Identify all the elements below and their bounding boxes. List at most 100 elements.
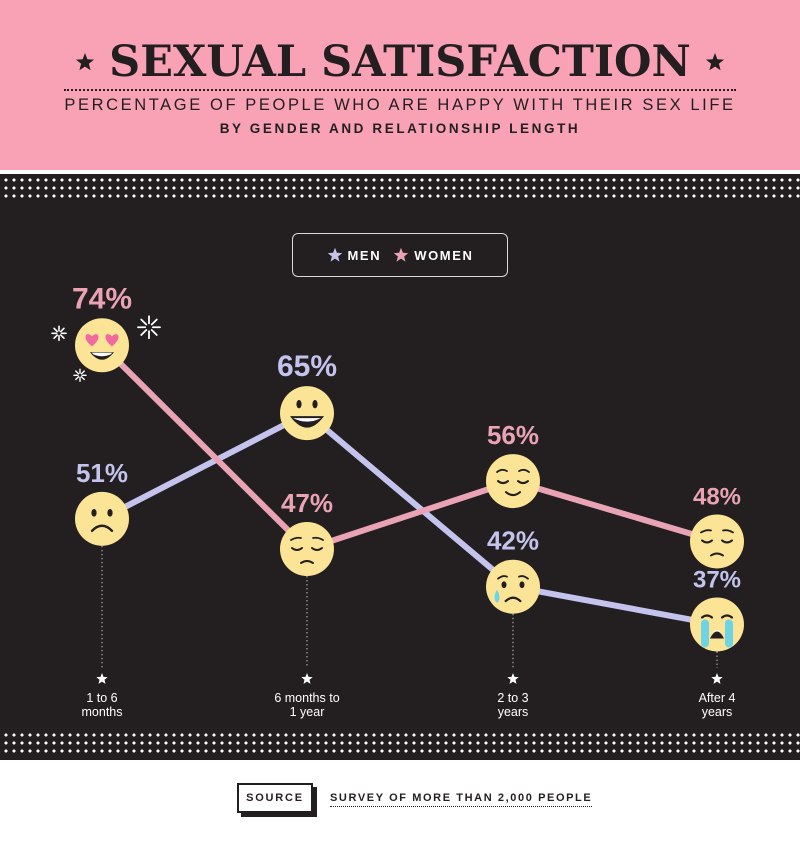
emoji-stroke bbox=[517, 480, 529, 485]
emoji-marker-men bbox=[280, 386, 334, 441]
page-title: SEXUAL SATISFACTION bbox=[109, 37, 691, 87]
star-icon bbox=[76, 53, 95, 71]
chart-legend: MEN WOMEN bbox=[292, 233, 508, 277]
emoji-eye bbox=[312, 399, 318, 409]
emoji-mouth bbox=[710, 631, 724, 639]
sparkle-ray bbox=[75, 376, 80, 381]
sparkle-icon bbox=[137, 315, 161, 340]
data-label-women: 47% bbox=[281, 488, 333, 518]
emoji-stroke bbox=[721, 539, 733, 544]
emoji-eye bbox=[519, 581, 525, 589]
emoji-stroke bbox=[291, 547, 303, 551]
source-label: SOURCE bbox=[237, 783, 313, 813]
emoji-eye bbox=[91, 509, 97, 517]
sparkle-ray bbox=[59, 327, 65, 333]
emoji-teeth bbox=[713, 629, 721, 632]
sparkle-ray bbox=[53, 334, 59, 340]
emoji-face bbox=[75, 318, 129, 373]
emoji-stroke bbox=[300, 560, 314, 564]
emoji-face bbox=[280, 386, 334, 441]
legend-item-men: MEN bbox=[327, 247, 382, 263]
category-star-icon bbox=[711, 673, 723, 684]
data-label-women: 48% bbox=[693, 483, 741, 510]
emoji-marker-men bbox=[75, 491, 129, 546]
x-tick-label: 1 year bbox=[290, 705, 325, 719]
x-tick-label: After 4 bbox=[699, 691, 736, 705]
emoji-stroke bbox=[496, 468, 508, 473]
emoji-face bbox=[75, 491, 129, 546]
sparkle-ray bbox=[140, 329, 148, 336]
sparkle-ray bbox=[80, 370, 85, 375]
x-tick-label: months bbox=[82, 705, 123, 719]
data-label-women: 74% bbox=[72, 282, 132, 315]
x-tick-label: 2 to 3 bbox=[497, 691, 528, 705]
sparkle-ray bbox=[150, 318, 158, 326]
emoji-face bbox=[690, 514, 744, 569]
star-icon bbox=[327, 247, 342, 262]
sparkle-ray bbox=[53, 327, 59, 333]
emoji-stroke bbox=[518, 468, 530, 473]
category-star-icon bbox=[301, 673, 313, 684]
emoji-stroke bbox=[311, 547, 323, 551]
emoji-stroke bbox=[290, 536, 302, 541]
x-tick-label: years bbox=[498, 705, 529, 719]
x-tick-label: years bbox=[702, 705, 733, 719]
emoji-marker-women bbox=[280, 522, 334, 576]
subtitle-secondary: BY GENDER AND RELATIONSHIP LENGTH bbox=[219, 121, 581, 136]
emoji-marker-women bbox=[486, 454, 540, 509]
legend-label-women: WOMEN bbox=[414, 247, 474, 263]
title-divider bbox=[64, 89, 736, 91]
heart-shape bbox=[105, 334, 119, 347]
emoji-stroke bbox=[722, 529, 734, 534]
emoji-marker-men bbox=[486, 559, 540, 614]
x-tick-label: 6 months to bbox=[274, 691, 339, 705]
sparkle-ray bbox=[150, 329, 158, 336]
data-label-men: 37% bbox=[693, 566, 741, 593]
emoji-teeth bbox=[92, 352, 112, 357]
emoji-eye bbox=[107, 509, 113, 517]
emoji-stroke bbox=[90, 524, 114, 533]
series-line-women bbox=[99, 343, 718, 552]
source-text: SURVEY OF MORE THAN 2,000 PEOPLE bbox=[330, 792, 593, 807]
x-tick-label: 1 to 6 bbox=[86, 691, 117, 705]
emoji-teeth bbox=[293, 418, 321, 422]
emoji-marker-women bbox=[75, 318, 129, 373]
emoji-face bbox=[486, 454, 540, 509]
source-badge: SOURCE bbox=[237, 783, 317, 817]
emoji-face bbox=[690, 597, 744, 652]
emoji-stroke bbox=[497, 480, 509, 485]
sparkle-ray bbox=[75, 370, 80, 375]
chart-panel bbox=[0, 174, 800, 760]
sparkle-ray bbox=[80, 376, 85, 381]
legend-item-women: WOMEN bbox=[393, 247, 473, 263]
emoji-stroke bbox=[700, 529, 712, 534]
series-line-men bbox=[100, 410, 718, 628]
title-row: SEXUAL SATISFACTION bbox=[0, 34, 800, 90]
emoji-eye bbox=[296, 399, 302, 409]
emoji-stroke bbox=[720, 614, 734, 619]
emoji-eye bbox=[501, 581, 507, 589]
tear-stream bbox=[701, 619, 709, 648]
legend-label-men: MEN bbox=[347, 247, 382, 263]
sparkle-icon bbox=[73, 368, 87, 382]
dotted-border-bottom bbox=[0, 729, 800, 755]
sparkle-ray bbox=[140, 318, 148, 326]
emoji-stroke bbox=[518, 575, 529, 580]
sparkle-ray bbox=[59, 334, 65, 340]
sparkle-icon bbox=[51, 325, 67, 342]
emoji-stroke bbox=[710, 552, 724, 557]
category-star-icon bbox=[96, 673, 108, 684]
emoji-stroke bbox=[312, 536, 324, 541]
data-label-men: 42% bbox=[487, 526, 539, 556]
emoji-face bbox=[280, 522, 334, 576]
emoji-face bbox=[486, 559, 540, 614]
subtitle: PERCENTAGE OF PEOPLE WHO ARE HAPPY WITH … bbox=[64, 96, 736, 114]
emoji-stroke bbox=[505, 491, 521, 497]
star-icon bbox=[705, 53, 724, 71]
data-label-men: 51% bbox=[76, 458, 128, 488]
emoji-marker-men bbox=[690, 597, 744, 652]
tear-drop bbox=[494, 589, 500, 603]
emoji-mouth bbox=[504, 596, 522, 603]
